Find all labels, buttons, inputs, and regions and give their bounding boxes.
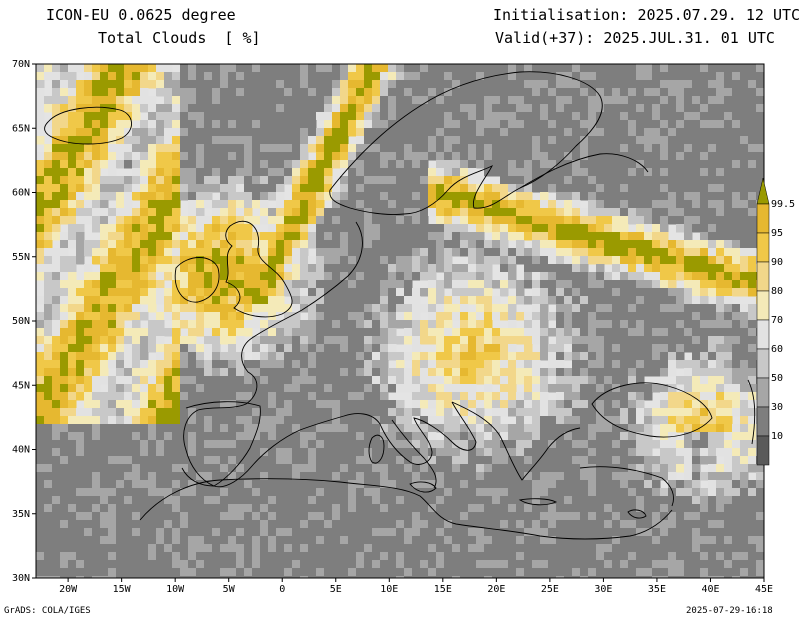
colorbar-label: 80 <box>771 286 783 297</box>
lon-label: 40E <box>701 584 719 595</box>
colorbar-label: 70 <box>771 315 783 326</box>
colorbar-segment <box>756 406 770 437</box>
colorbar-segment <box>756 261 770 292</box>
colorbar-label: 50 <box>771 373 783 384</box>
lat-label: 70N <box>12 59 30 70</box>
colorbar-segment <box>756 435 770 466</box>
colorbar-segment <box>756 203 770 234</box>
lat-label: 50N <box>12 316 30 327</box>
longitude-axis: 20W 15W 10W 5W 0 5E 10E 15E 20E 25E 30E 35E 40E 45E <box>59 578 773 595</box>
lon-label: 15W <box>113 584 132 595</box>
init-time: Initialisation: 2025.07.29. 12 UTC <box>493 6 800 24</box>
lat-label: 60N <box>12 188 30 199</box>
colorbar-label: 90 <box>771 257 783 268</box>
lon-label: 35E <box>648 584 666 595</box>
lon-label: 30E <box>594 584 612 595</box>
lon-label: 5E <box>330 584 342 595</box>
colorbar-segment <box>756 348 770 379</box>
lon-label: 10W <box>166 584 185 595</box>
lon-label: 45E <box>755 584 773 595</box>
valid-time: Valid(+37): 2025.JUL.31. 01 UTC <box>495 29 775 47</box>
model-title: ICON-EU 0.0625 degree <box>46 6 236 24</box>
lon-label: 20W <box>59 584 78 595</box>
colorbar-label: 60 <box>771 344 783 355</box>
colorbar-segment <box>756 232 770 263</box>
colorbar-label: 99.5 <box>771 199 795 210</box>
lon-label: 25E <box>541 584 559 595</box>
latitude-axis: 70N 65N 60N 55N 50N 45N 40N 35N 30N <box>12 59 36 584</box>
colorbar-segment <box>756 319 770 350</box>
lon-label: 15E <box>434 584 452 595</box>
footer-right: 2025-07-29-16:18 <box>686 606 773 616</box>
lat-label: 40N <box>12 445 30 456</box>
lat-label: 30N <box>12 573 30 584</box>
lat-label: 35N <box>12 509 30 520</box>
colorbar-legend: 99.5 95 90 80 70 60 50 30 10 <box>756 177 795 466</box>
lon-label: 5W <box>223 584 236 595</box>
lon-label: 0 <box>279 584 285 595</box>
colorbar-segment <box>756 290 770 321</box>
lon-label: 10E <box>380 584 398 595</box>
lat-label: 55N <box>12 252 30 263</box>
variable-title: Total Clouds [ %] <box>98 29 261 47</box>
colorbar-label: 30 <box>771 402 783 413</box>
colorbar-label: 95 <box>771 228 783 239</box>
lon-label: 20E <box>487 584 505 595</box>
colorbar-label: 10 <box>771 431 783 442</box>
footer-left: GrADS: COLA/IGES <box>4 606 91 616</box>
coastlines <box>44 71 756 540</box>
lat-label: 65N <box>12 123 30 134</box>
lat-label: 45N <box>12 380 30 391</box>
colorbar-segment <box>756 377 770 408</box>
